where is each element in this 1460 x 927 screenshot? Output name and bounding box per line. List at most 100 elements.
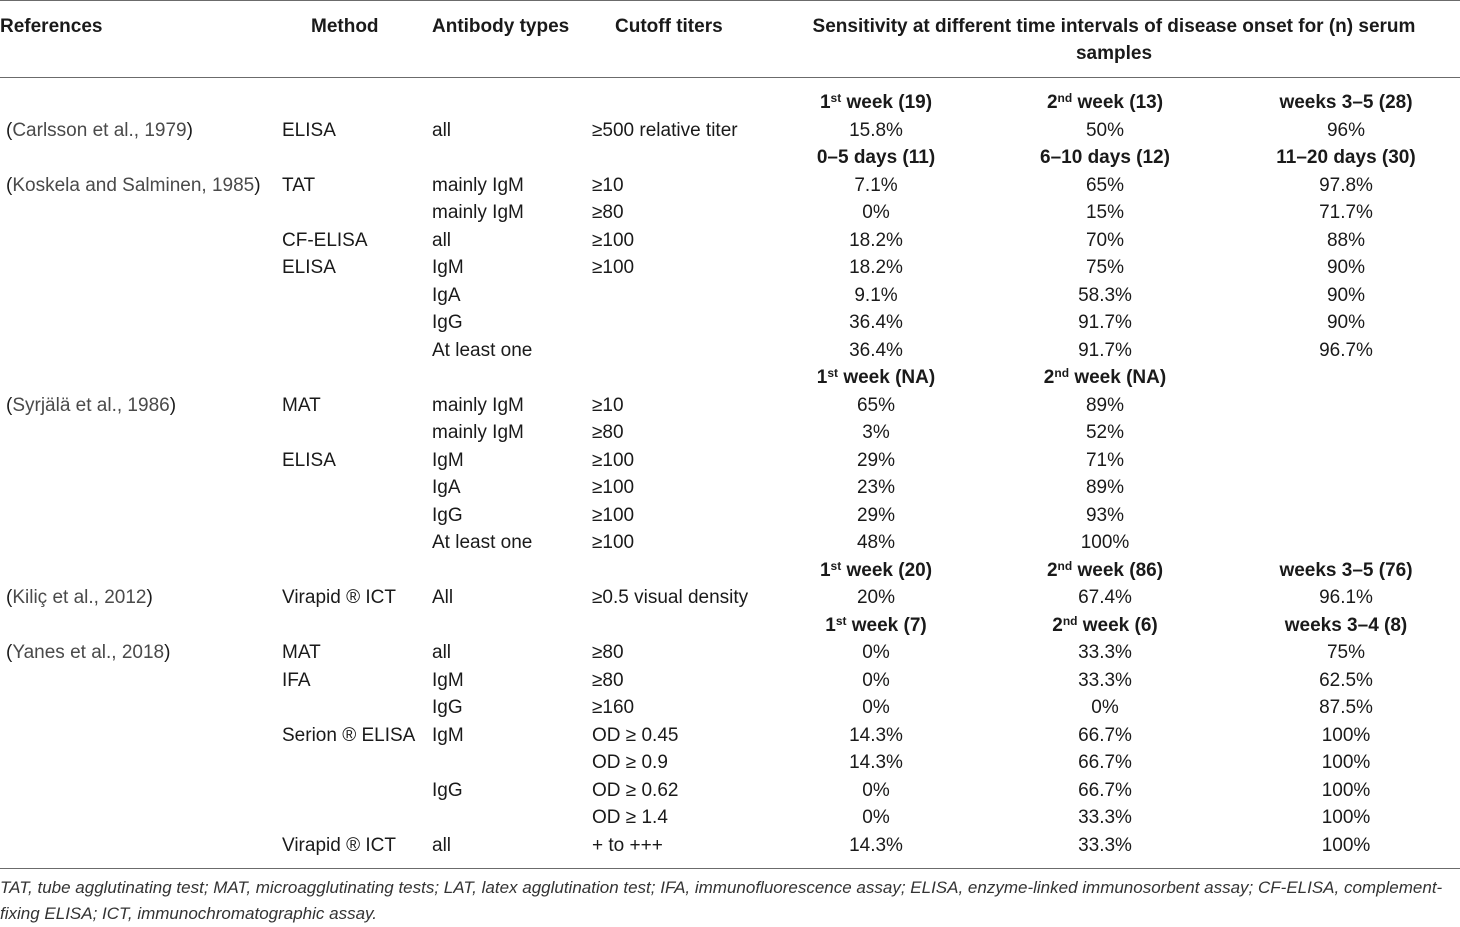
header-method: Method [311,16,379,37]
sensitivity-value: 0% [862,779,890,801]
cutoff-cell: + to +++ [592,834,663,856]
antibody-cell: all [432,642,452,663]
header-cutoff-titers: Cutoff titers [615,16,723,37]
sensitivity-value: 18.2% [849,257,903,278]
citation-link[interactable]: Carlsson et al., 1979 [12,119,187,141]
header-references: References [0,16,103,37]
sensitivity-value: 3% [862,422,890,443]
sensitivity-value: 89% [1085,477,1125,498]
antibody-cell: At least one [432,339,533,361]
sensitivity-value: 20% [856,587,896,608]
cutoff-cell: ≥100 [592,257,635,278]
sensitivity-value: 90% [1326,312,1366,333]
cutoff-cell: ≥10 [592,394,624,416]
cutoff-cell: ≥100 [592,532,635,553]
sensitivity-value: 58.3% [1078,284,1132,306]
citation-link[interactable]: Koskela and Salminen, 1985 [12,174,255,196]
cutoff-cell: ≥80 [592,669,624,691]
cutoff-cell: ≥10 [592,174,624,196]
sensitivity-value: 36.4% [849,339,903,361]
method-cell: Virapid ® ICT [282,587,396,608]
sensitivity-value: 96.1% [1319,587,1373,608]
method-cell: Virapid ® ICT [282,834,396,856]
sensitivity-value: 9.1% [854,284,898,306]
sensitivity-value: 0% [862,669,890,691]
antibody-cell: mainly IgM [432,202,524,223]
antibody-cell: IgG [432,504,463,526]
sensitivity-value: 23% [856,477,896,498]
reference-cell: (Carlsson et al., 1979) [6,119,193,141]
header-sensitivity: Sensitivity at different time intervals … [812,16,1416,64]
interval-header: 1st week (NA) [816,366,936,388]
sensitivity-value: 93% [1085,504,1125,526]
cutoff-cell: ≥80 [592,642,624,663]
citation-link[interactable]: Yanes et al., 2018 [12,642,165,663]
sensitivity-value: 0% [862,642,890,663]
interval-header: 1st week (7) [825,613,927,636]
sensitivity-value: 0% [1091,697,1119,718]
interval-header: 2nd week (13) [1046,91,1164,113]
sensitivity-value: 100% [1321,834,1371,856]
sensitivity-value: 15.8% [849,119,903,141]
antibody-cell: IgM [432,257,464,278]
sensitivity-value: 87.5% [1319,697,1373,718]
sensitivity-value: 71% [1085,449,1125,471]
interval-header: weeks 3–5 (76) [1279,559,1413,581]
antibody-cell: All [432,587,454,608]
sensitivity-value: 97.8% [1319,174,1373,196]
sensitivity-value: 100% [1321,779,1371,801]
sensitivity-value: 70% [1085,229,1125,251]
interval-header: 1st week (19) [819,91,933,113]
sensitivity-value: 18.2% [849,229,903,251]
reference-cell: (Yanes et al., 2018) [6,642,171,663]
top-rule [0,0,1460,1]
method-cell: IFA [282,669,311,691]
interval-header: 2nd week (86) [1046,558,1164,581]
reference-cell: (Kiliç et al., 2012) [6,587,153,608]
interval-header: 11–20 days (30) [1276,147,1416,168]
sensitivity-value: 65% [856,394,896,416]
antibody-cell: At least one [432,532,533,553]
sensitivity-value: 89% [1085,394,1125,416]
sensitivity-value: 67.4% [1078,587,1132,608]
sensitivity-value: 7.1% [854,174,898,196]
sensitivity-value: 75% [1326,642,1366,663]
sensitivity-value: 71.7% [1319,202,1373,223]
antibody-cell: IgM [432,669,464,691]
antibody-cell: IgA [432,477,461,498]
cutoff-cell: ≥100 [592,504,635,526]
sensitivity-value: 48% [856,532,896,553]
sensitivity-value: 52% [1085,422,1125,443]
footnote: TAT, tube agglutinating test; MAT, micro… [0,878,1443,923]
antibody-cell: IgG [432,697,463,718]
method-cell: ELISA [282,257,336,278]
interval-header: 2nd week (NA) [1043,366,1167,388]
cutoff-cell: OD ≥ 1.4 [592,807,668,828]
sensitivity-value: 15% [1085,202,1125,223]
interval-header: 1st week (20) [819,558,933,581]
cutoff-cell: ≥100 [592,449,635,471]
method-cell: MAT [282,394,321,416]
sensitivity-value: 66.7% [1078,724,1132,746]
interval-header: weeks 3–4 (8) [1284,614,1408,636]
citation-link[interactable]: Kiliç et al., 2012 [12,587,147,608]
antibody-cell: all [432,229,452,251]
cutoff-cell: OD ≥ 0.62 [592,779,679,801]
sensitivity-value: 33.3% [1078,669,1132,691]
cutoff-cell: ≥100 [592,229,635,251]
interval-header: 2nd week (6) [1052,613,1158,636]
sensitivity-value: 36.4% [849,312,903,333]
antibody-cell: IgA [432,284,461,306]
sensitivity-value: 91.7% [1078,312,1132,333]
sensitivity-value: 62.5% [1319,669,1373,691]
sensitivity-value: 0% [862,202,890,223]
sensitivity-value: 29% [856,449,896,471]
antibody-cell: IgG [432,779,463,801]
method-cell: MAT [282,642,321,663]
sensitivity-value: 100% [1321,752,1371,773]
sensitivity-value: 14.3% [849,834,903,856]
sensitivity-value: 0% [862,697,890,718]
reference-cell: (Syrjälä et al., 1986) [6,394,177,416]
citation-link[interactable]: Syrjälä et al., 1986 [12,394,170,416]
sensitivity-value: 75% [1085,257,1125,278]
